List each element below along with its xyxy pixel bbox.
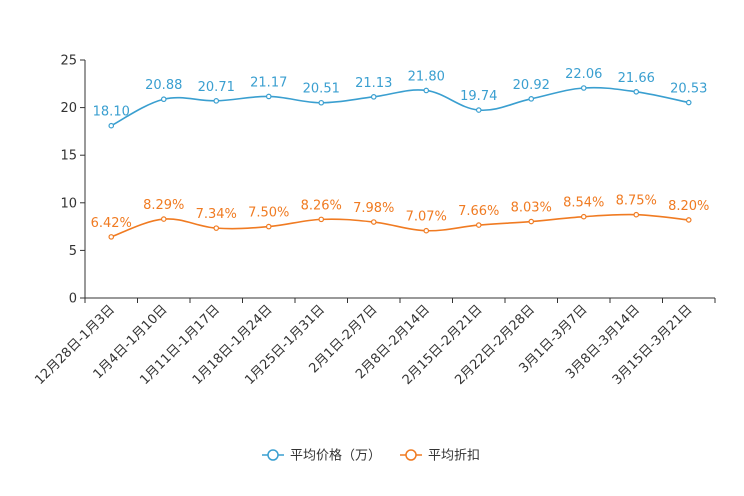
- data-label: 7.34%: [196, 207, 237, 222]
- data-point: [528, 96, 535, 102]
- y-tick-label: 5: [69, 244, 77, 259]
- data-point: [580, 85, 587, 91]
- x-axis: 12月28日-1月3日1月4日-1月10日1月11日-1月17日1月18日-1月…: [32, 297, 716, 388]
- data-point: [423, 87, 430, 94]
- data-point: [685, 99, 692, 106]
- data-point: [108, 234, 115, 240]
- legend[interactable]: 平均价格（万） 平均折扣: [262, 448, 480, 464]
- data-label: 18.10: [93, 105, 130, 120]
- data-label: 8.26%: [301, 198, 342, 213]
- data-label: 8.03%: [511, 201, 552, 216]
- data-point: [213, 98, 220, 104]
- series-2-line: [110, 213, 689, 238]
- data-point: [475, 222, 482, 228]
- data-label: 20.88: [145, 78, 182, 93]
- data-point: [475, 107, 482, 113]
- data-point: [633, 211, 640, 218]
- data-point: [633, 88, 640, 95]
- data-label: 20.71: [198, 80, 235, 95]
- data-label: 8.20%: [668, 199, 709, 214]
- data-point: [580, 213, 587, 220]
- data-label: 20.92: [513, 78, 550, 93]
- data-point: [685, 217, 692, 223]
- series-2: 6.42% 8.29% 7.34% 7.50% 8.26% 7.98% 7.07% 7.66%…: [91, 194, 709, 240]
- data-label: 7.07%: [406, 210, 447, 225]
- legend-label: 平均价格（万）: [290, 448, 381, 464]
- data-point: [213, 225, 220, 231]
- legend-item-1[interactable]: 平均价格（万）: [262, 448, 381, 464]
- data-label: 8.54%: [563, 196, 604, 211]
- y-tick-label: 25: [60, 54, 77, 69]
- data-label: 6.42%: [91, 216, 132, 231]
- legend-item-2[interactable]: 平均折扣: [400, 449, 480, 464]
- data-label: 22.06: [565, 67, 602, 82]
- data-point: [318, 216, 325, 223]
- series-1-line: [110, 86, 689, 127]
- data-point: [265, 93, 272, 100]
- y-tick-label: 0: [69, 292, 77, 307]
- legend-label: 平均折扣: [428, 449, 480, 464]
- data-label: 21.13: [355, 76, 392, 91]
- data-label: 7.98%: [353, 201, 394, 216]
- y-tick-label: 10: [60, 196, 77, 211]
- y-tick-label: 20: [60, 101, 77, 116]
- data-label: 20.51: [303, 82, 340, 97]
- data-label: 7.66%: [458, 204, 499, 219]
- y-tick-label: 15: [60, 149, 77, 164]
- data-point: [265, 223, 272, 230]
- data-point: [160, 96, 167, 103]
- data-point: [528, 218, 535, 225]
- series-1: 18.10 20.88 20.71 21.17 20.51 21.13 21.80 19.74…: [93, 67, 707, 129]
- data-point: [318, 99, 325, 106]
- series-layer: 18.10 20.88 20.71 21.17 20.51 21.13 21.80 19.74…: [91, 67, 709, 240]
- data-point: [370, 94, 377, 100]
- data-label: 19.74: [460, 89, 497, 104]
- data-label: 8.29%: [143, 198, 184, 213]
- data-point: [370, 219, 377, 225]
- data-label: 21.66: [618, 71, 655, 86]
- data-point: [423, 227, 430, 234]
- data-label: 20.53: [670, 82, 707, 97]
- data-point: [108, 122, 115, 129]
- data-label: 7.50%: [248, 206, 289, 221]
- data-point: [160, 216, 167, 222]
- legend-marker-icon: [267, 449, 279, 461]
- data-label: 21.80: [408, 69, 445, 84]
- data-label: 21.17: [250, 75, 287, 90]
- data-label: 8.75%: [616, 194, 657, 209]
- legend-marker-icon: [405, 449, 417, 461]
- y-axis: 0 5 10 15 20 25: [60, 54, 86, 307]
